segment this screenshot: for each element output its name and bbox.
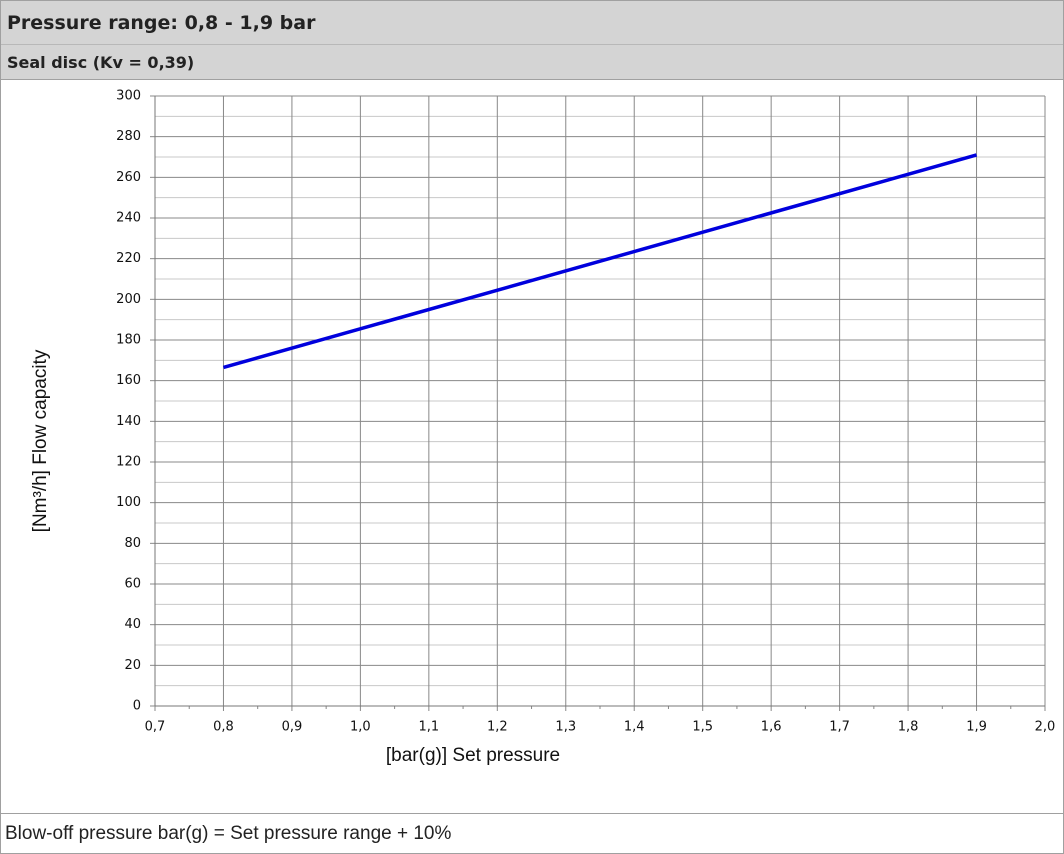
y-tick-label: 80 [124,536,141,551]
chart-title: Pressure range: 0,8 - 1,9 bar [1,1,1063,45]
x-tick-label: 0,9 [282,720,303,735]
x-tick-label: 1,5 [692,720,713,735]
x-tick-label: 1,3 [555,720,576,735]
y-tick-label: 260 [116,170,141,185]
x-tick-label: 1,7 [829,720,850,735]
x-tick-label: 1,1 [419,720,440,735]
x-tick-label: 0,7 [145,720,166,735]
annotation: Blow-off pressure bar(g) = Set pressure … [1,813,1063,853]
y-tick-label: 300 [116,89,141,104]
y-tick-label: 280 [116,129,141,144]
chart-subtitle: Seal disc (Kv = 0,39) [1,45,1063,80]
x-axis-label: [bar(g)] Set pressure [386,745,560,766]
y-tick-label: 200 [116,292,141,307]
x-tick-label: 2,0 [1035,720,1056,735]
y-tick-label: 180 [116,333,141,348]
y-axis-label: [Nm³/h] Flow capacity [30,349,51,532]
x-tick-label: 1,2 [487,720,508,735]
y-tick-label: 60 [124,577,141,592]
data-line [222,153,978,370]
x-tick-label: 1,9 [966,720,987,735]
y-tick-label: 40 [124,617,141,632]
x-tick-label: 1,8 [898,720,919,735]
y-tick-label: 160 [116,373,141,388]
x-tick-label: 1,0 [350,720,371,735]
y-tick-label: 20 [124,658,141,673]
y-tick-label: 240 [116,211,141,226]
y-tick-label: 220 [116,251,141,266]
y-tick-label: 100 [116,495,141,510]
y-tick-label: 140 [116,414,141,429]
x-tick-label: 0,8 [213,720,234,735]
chart: [Nm³/h] Flow capacity [bar(g)] Set press… [30,89,1056,767]
x-tick-label: 1,4 [624,720,645,735]
y-tick-label: 0 [133,699,141,714]
x-tick-label: 1,6 [761,720,782,735]
y-tick-label: 120 [116,455,141,470]
